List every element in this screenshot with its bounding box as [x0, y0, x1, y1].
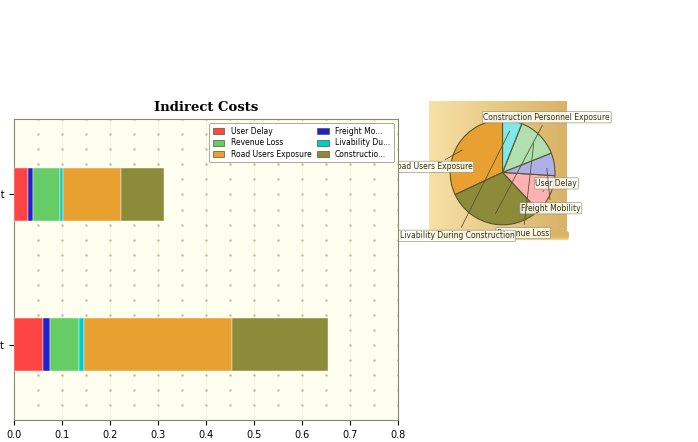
- Wedge shape: [450, 120, 503, 194]
- Bar: [121, 168, 164, 221]
- Text: Construction Personnel Exposure: Construction Personnel Exposure: [484, 113, 610, 213]
- Bar: [232, 318, 328, 371]
- Text: User Delay: User Delay: [535, 179, 577, 191]
- Text: Road Users Exposure: Road Users Exposure: [392, 150, 473, 171]
- Title: Indirect Costs: Indirect Costs: [154, 101, 258, 114]
- Bar: [14, 318, 43, 371]
- Text: Livability During Construction: Livability During Construction: [400, 131, 514, 240]
- Wedge shape: [503, 153, 555, 175]
- Text: Revenue Loss: Revenue Loss: [497, 144, 549, 237]
- Bar: [14, 168, 29, 221]
- Wedge shape: [503, 120, 522, 172]
- Text: Freight Mobility: Freight Mobility: [521, 168, 581, 213]
- Bar: [84, 318, 232, 371]
- Bar: [64, 168, 121, 221]
- Wedge shape: [503, 172, 555, 210]
- Bar: [34, 168, 59, 221]
- Legend: User Delay, Revenue Loss, Road Users Exposure, Freight Mo..., Livability Du..., : User Delay, Revenue Loss, Road Users Exp…: [209, 123, 394, 162]
- Bar: [79, 318, 84, 371]
- Wedge shape: [503, 124, 551, 172]
- Bar: [43, 318, 50, 371]
- Wedge shape: [455, 172, 538, 225]
- Bar: [59, 168, 64, 221]
- Bar: [29, 168, 34, 221]
- Bar: [50, 318, 79, 371]
